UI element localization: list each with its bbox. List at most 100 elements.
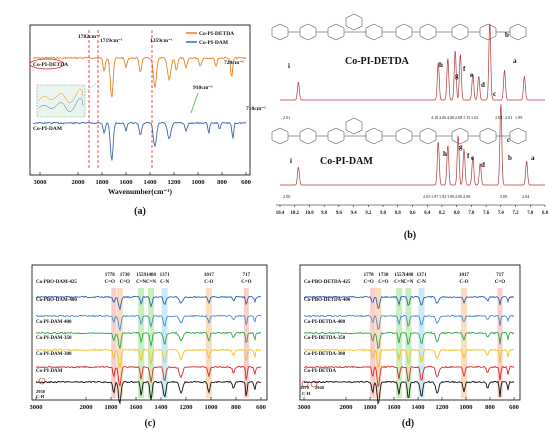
nmr-peak-label-bottom: b	[508, 154, 512, 162]
spectrum-co-pbo-dam-400	[35, 314, 262, 332]
panel-a-tick-label: 1400	[144, 179, 157, 186]
d-ch-marker-1	[301, 380, 309, 388]
annot-1782: 1782cm⁻¹	[78, 34, 101, 40]
panel-d: 3000 2000 1800 1600 1400 1200 1000 800 600 1778C…	[298, 264, 521, 429]
d-band-1778	[370, 288, 376, 398]
d-band-label: 1778	[364, 273, 375, 278]
c-band-1017	[205, 288, 212, 398]
panel-b-tick-label: 8.0	[454, 211, 461, 216]
nmr-peak-label-bottom: i	[290, 157, 292, 165]
inset-trace-1	[38, 88, 84, 103]
spectrum-co-pi-dam	[35, 380, 261, 405]
annot-720: 720cm⁻¹	[224, 60, 244, 66]
d-tick-label: 3000	[298, 404, 311, 411]
nmr-title-detda: Co-PI-DETDA	[345, 56, 410, 67]
panel-a-tick-label: 1000	[192, 179, 205, 186]
spectrum-co-pi-detda	[32, 56, 247, 98]
c-tick-label: 600	[256, 404, 266, 411]
nmr-integral-bottom: 2.08	[463, 194, 470, 199]
nmr-peak-label-top: d	[481, 81, 485, 89]
d-band-label: 717	[496, 273, 504, 278]
inset-connector	[84, 81, 99, 93]
c-band-sublabel: C=O	[120, 280, 130, 285]
trace-label-dam: Co-PI-DAM	[33, 126, 63, 132]
d-band-label: 1557	[394, 273, 405, 278]
panel-d-letter: (d)	[402, 418, 414, 429]
spectrum-co-pi-dam	[32, 121, 247, 161]
c-band-1559	[138, 288, 145, 398]
panel-d-frame	[299, 264, 521, 401]
nmr-peak-label-top: a	[513, 57, 517, 65]
nmr-peak-label-bottom: e	[471, 154, 474, 162]
d-band-label: 1480	[403, 273, 414, 278]
legend-label-detda: Co-PI-DETDA	[199, 31, 234, 37]
nmr-integral-bottom: 5.09	[500, 194, 507, 199]
c-band-sublabel: C-O	[204, 280, 213, 285]
nmr-integral-bottom: 2.00	[455, 194, 462, 199]
panel-b-tick-label: 8.8	[395, 211, 402, 216]
c-band-717	[243, 288, 249, 398]
panel-b-tick-label: 7.8	[468, 211, 475, 216]
spectrum-co-pi-detda-300	[303, 365, 515, 388]
panel-c-frame	[31, 264, 268, 401]
d-series-label: Co-PI-DETDA-350	[304, 336, 346, 341]
c-tick-label: 800	[231, 404, 241, 411]
c-series-label: Co-PI-DAM	[36, 369, 63, 374]
trace-label-detda: Co-PI-DETDA	[33, 62, 68, 68]
c-band-label: 1017	[204, 273, 215, 278]
nmr-peak-label-top: f	[463, 65, 466, 73]
nmr-peak-label-top: b	[505, 31, 509, 39]
panel-b-tick-label: 10.2	[291, 211, 300, 216]
nmr-peak-label-top: g	[455, 72, 459, 80]
nmr-integral-top: 2.08	[455, 115, 462, 120]
annot-1359: 1359cm⁻¹	[150, 38, 173, 44]
structure-top	[271, 13, 527, 41]
spectrum-co-pi-detda-400	[303, 331, 515, 350]
c-band-label: 1559	[136, 273, 147, 278]
nmr-peak-label-top: c	[493, 90, 496, 98]
c-tick-label: 1400	[155, 404, 168, 411]
spectrum-co-pi-dam-350	[35, 348, 262, 369]
nmr-integral-top: 4.18	[431, 115, 438, 120]
c-band-1730	[116, 288, 123, 398]
c-extra-ch: C-H	[36, 394, 45, 399]
nmr-peak-label-top: e	[470, 71, 473, 79]
c-series-label: Co-PI-DAM-400	[36, 320, 72, 325]
nmr-integral-top: 2.01	[505, 115, 512, 120]
nmr-peak-label-bottom: h	[443, 150, 447, 158]
annot-710: 710cm⁻¹	[246, 106, 266, 112]
c-band-sublabel: C-N	[160, 280, 169, 285]
nmr-integral-bottom: 2.00	[283, 194, 290, 199]
nmr-integral-top: 4.00	[447, 115, 454, 120]
c-band-1480	[148, 288, 154, 398]
d-tick-label: 800	[485, 404, 495, 411]
panel-b-tick-label: 9.8	[321, 211, 328, 216]
c-series-label: Co-PI-DAM-300	[36, 352, 72, 357]
d-series-label: Co-PBO-DETDA-425	[304, 280, 351, 285]
c-tick-label: 3000	[30, 404, 43, 411]
nmr-title-dam: Co-PI-DAM	[320, 156, 373, 167]
structure-bottom	[271, 117, 527, 145]
d-tick-label: 1800	[364, 404, 377, 411]
c-band-sublabel: C=O	[105, 280, 115, 285]
panel-b-tick-label: 8.6	[410, 211, 417, 216]
inset-box	[36, 84, 86, 118]
d-tick-label: 1200	[436, 404, 449, 411]
nmr-spectrum-dam	[280, 104, 545, 186]
panel-b-tick-label: 8.4	[424, 211, 431, 216]
c-band-sublabel: C=O	[241, 280, 251, 285]
c-band-label: 1480	[146, 273, 157, 278]
annot-1719: 1719cm⁻¹	[100, 38, 123, 44]
nmr-peak-label-top: i	[288, 62, 290, 70]
d-series-label: Co-PI-DETDA	[304, 369, 336, 374]
panel-a: 3000 2000 1800 1600 1400 1200 1000 800 600 Co-PI…	[29, 24, 266, 217]
panel-b-tick-label: 9.4	[351, 211, 358, 216]
nmr-integral-top: 1.15	[463, 115, 470, 120]
d-series-label: Co-PI-DETDA-300	[304, 352, 346, 357]
nmr-peak-label-bottom: f	[467, 152, 470, 160]
spectrum-co-pi-detda	[303, 380, 515, 405]
c-band-label: 1371	[160, 273, 171, 278]
nmr-integral-top: 1.99	[515, 115, 522, 120]
